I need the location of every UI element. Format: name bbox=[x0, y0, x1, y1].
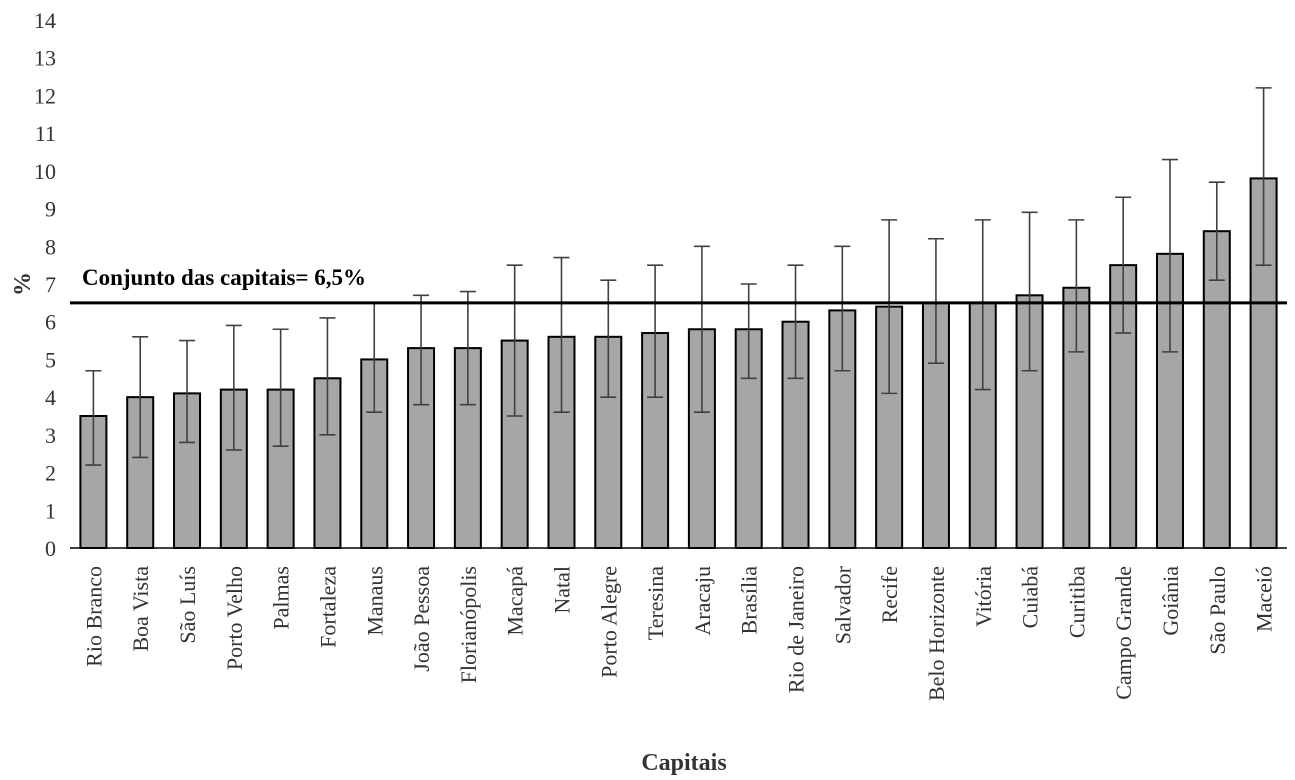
x-tick-label: Boa Vista bbox=[128, 566, 153, 652]
error-bar bbox=[693, 245, 710, 414]
y-tick-label: 9 bbox=[45, 197, 56, 222]
error-bar bbox=[600, 279, 617, 398]
x-tick-label: Recife bbox=[877, 566, 902, 623]
error-bar bbox=[881, 219, 898, 395]
x-tick-label: Rio de Janeiro bbox=[784, 566, 809, 693]
error-bar bbox=[740, 283, 757, 380]
error-bar bbox=[974, 219, 991, 391]
y-tick-label: 10 bbox=[34, 159, 56, 184]
x-tick-label: Brasília bbox=[737, 566, 762, 635]
y-tick-label: 4 bbox=[45, 385, 56, 410]
x-tick-label: Aracaju bbox=[690, 566, 715, 636]
error-bar bbox=[413, 294, 430, 406]
y-tick-label: 14 bbox=[34, 8, 56, 33]
x-tick-label: Teresina bbox=[643, 566, 668, 640]
x-tick-label: Goiânia bbox=[1158, 566, 1183, 636]
x-tick-label: Vitória bbox=[971, 566, 996, 627]
y-tick-label: 3 bbox=[45, 423, 56, 448]
error-bar bbox=[319, 317, 336, 436]
x-tick-label: Porto Alegre bbox=[596, 566, 621, 678]
error-bar bbox=[225, 324, 242, 451]
x-axis-title: Capitais bbox=[641, 750, 726, 776]
error-bar bbox=[834, 245, 851, 372]
error-bar bbox=[927, 237, 944, 365]
error-bar bbox=[506, 264, 523, 417]
error-bars bbox=[85, 87, 1272, 466]
y-tick-label: 0 bbox=[45, 536, 56, 561]
x-tick-label: Macapá bbox=[503, 566, 528, 636]
x-tick-label: Maceió bbox=[1252, 566, 1277, 632]
y-tick-label: 5 bbox=[45, 347, 56, 372]
x-tick-label: Salvador bbox=[830, 565, 855, 644]
y-tick-label: 6 bbox=[45, 310, 56, 335]
y-tick-label: 13 bbox=[34, 46, 56, 71]
x-tick-label: Porto Velho bbox=[222, 566, 247, 670]
error-bar bbox=[132, 335, 149, 459]
error-bar bbox=[272, 328, 289, 447]
x-tick-label: Fortaleza bbox=[315, 566, 340, 648]
x-tick-label: São Paulo bbox=[1205, 566, 1230, 655]
y-tick-label: 8 bbox=[45, 234, 56, 259]
error-bar bbox=[85, 369, 102, 466]
y-tick-label: 7 bbox=[45, 272, 56, 297]
error-bar bbox=[647, 264, 664, 398]
error-bar bbox=[787, 264, 804, 380]
error-bar bbox=[459, 290, 476, 406]
x-tick-label: Manaus bbox=[362, 566, 387, 636]
error-bar bbox=[1255, 87, 1272, 266]
x-tick-label: Belo Horizonte bbox=[924, 566, 949, 701]
x-axis-category-labels: Rio Branco Boa Vista São Luís Porto Velho Pa… bbox=[81, 565, 1276, 701]
error-bar bbox=[1208, 181, 1225, 282]
x-tick-label: Florianópolis bbox=[456, 566, 481, 683]
error-bar bbox=[1021, 211, 1038, 372]
x-tick-label: São Luís bbox=[175, 566, 200, 644]
x-tick-label: João Pessoa bbox=[409, 566, 434, 672]
y-tick-label: 1 bbox=[45, 498, 56, 523]
y-tick-label: 12 bbox=[34, 83, 56, 108]
x-tick-label: Cuiabá bbox=[1018, 566, 1043, 629]
bar bbox=[219, 388, 248, 549]
y-tick-label: 11 bbox=[35, 121, 56, 146]
error-bar bbox=[553, 256, 570, 414]
x-tick-label: Rio Branco bbox=[81, 566, 106, 667]
error-bar bbox=[1161, 158, 1178, 353]
error-bar bbox=[1068, 219, 1085, 353]
x-tick-label: Curitiba bbox=[1064, 566, 1089, 638]
bar bbox=[828, 309, 857, 549]
error-bar bbox=[1115, 196, 1132, 334]
bars bbox=[79, 177, 1278, 550]
x-tick-label: Palmas bbox=[269, 566, 294, 630]
y-axis-title: % bbox=[10, 272, 36, 296]
y-tick-label: 2 bbox=[45, 461, 56, 486]
reference-line-label: Conjunto das capitais= 6,5% bbox=[82, 265, 366, 290]
error-bar bbox=[179, 339, 196, 444]
x-tick-label: Campo Grande bbox=[1111, 566, 1136, 700]
x-tick-label: Natal bbox=[549, 566, 574, 614]
